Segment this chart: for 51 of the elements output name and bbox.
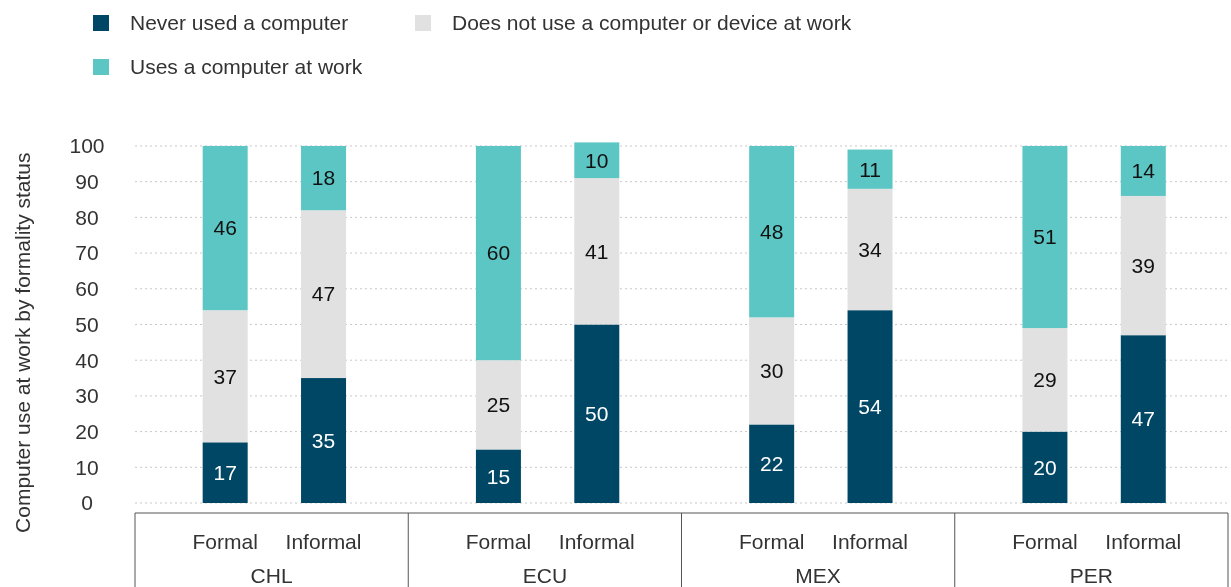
- x-tick-label: Informal: [1105, 530, 1182, 554]
- data-label: 41: [585, 239, 609, 263]
- x-tick-label: Formal: [1012, 530, 1078, 554]
- text: CHL: [250, 564, 293, 587]
- data-label: 37: [213, 364, 237, 388]
- x-tick-label: Informal: [285, 530, 362, 554]
- data-label: 11: [859, 157, 881, 181]
- legend-label: Does not use a computer or device at work: [452, 11, 852, 35]
- y-axis-title: Computer use at work by formality status: [11, 152, 34, 533]
- y-tick-label: 100: [69, 134, 105, 158]
- legend-label: Uses a computer at work: [130, 55, 363, 79]
- data-label: 30: [759, 359, 784, 383]
- y-tick-label: 0: [81, 491, 93, 515]
- data-label: 29: [1033, 368, 1057, 392]
- text: MEX: [795, 564, 841, 587]
- text: PER: [1069, 564, 1113, 587]
- y-tick-label: 30: [75, 384, 99, 408]
- data-label: 48: [759, 220, 784, 244]
- y-tick-label: 50: [75, 312, 99, 336]
- y-tick-label: 90: [75, 170, 99, 194]
- y-tick-label: 80: [75, 205, 99, 229]
- data-label: 60: [486, 241, 511, 265]
- data-label: 47: [1131, 407, 1155, 431]
- data-label: 25: [486, 393, 511, 417]
- data-label: 34: [858, 237, 883, 261]
- data-label: 22: [759, 452, 784, 476]
- data-label: 17: [213, 461, 237, 484]
- x-tick-label: Formal: [465, 530, 532, 554]
- data-label: 50: [585, 402, 609, 426]
- text: ECU: [522, 564, 568, 587]
- data-label: 10: [585, 148, 609, 172]
- y-tick-label: 70: [75, 241, 99, 265]
- data-label: 54: [858, 394, 883, 418]
- y-tick-label: 60: [75, 277, 99, 301]
- data-label: 35: [311, 428, 336, 452]
- data-label: 47: [311, 282, 336, 306]
- data-label: 18: [311, 166, 336, 190]
- data-label: 39: [1131, 253, 1155, 277]
- data-label: 46: [213, 216, 237, 240]
- y-tick-label: 20: [75, 419, 99, 443]
- data-label: 14: [1131, 159, 1156, 183]
- data-label: 20: [1033, 455, 1057, 479]
- x-tick-label: Informal: [558, 530, 635, 554]
- y-tick-label: 40: [75, 348, 99, 372]
- legend-label: Never used a computer: [130, 11, 349, 35]
- x-tick-label: Formal: [739, 530, 805, 554]
- x-tick-label: Informal: [832, 530, 908, 554]
- data-label: 15: [486, 464, 511, 488]
- x-tick-label: Formal: [192, 530, 258, 554]
- data-label: 51: [1033, 225, 1057, 249]
- y-tick-label: 10: [75, 455, 99, 479]
